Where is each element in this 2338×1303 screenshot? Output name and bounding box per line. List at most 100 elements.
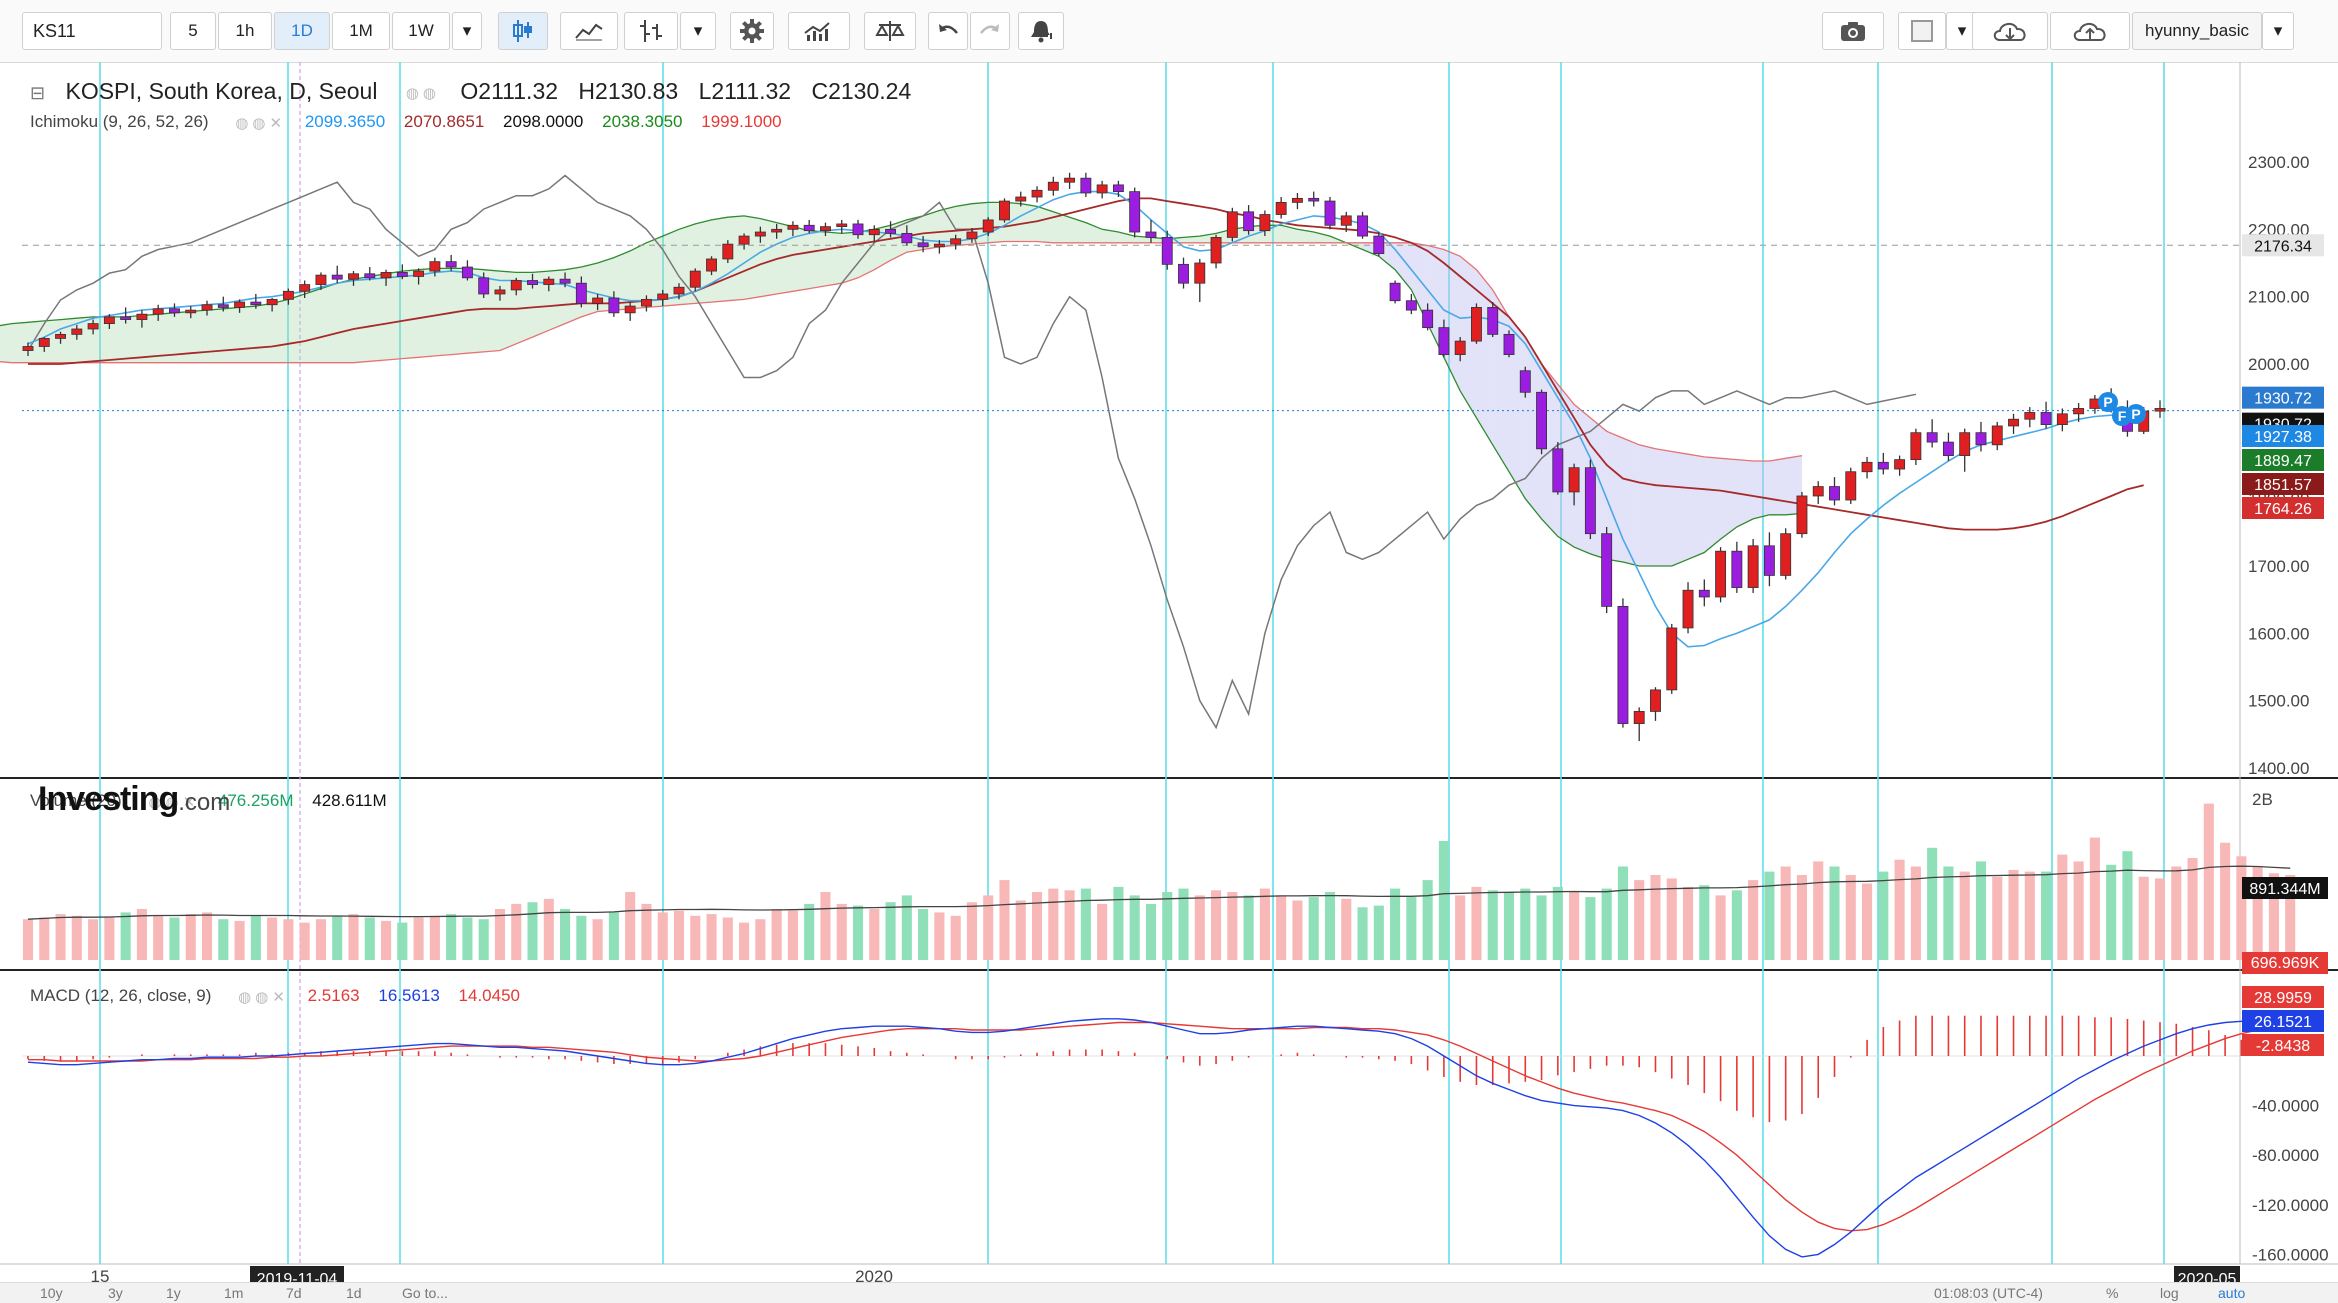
volume-bar [2024,871,2035,960]
ichimoku-chikou-value: 2098.0000 [503,112,584,131]
percent-scale-toggle[interactable]: % [2106,1285,2119,1301]
ichimoku-kijun-line [28,197,2144,531]
volume-bar [250,915,261,960]
event-marker-label: P [2131,406,2140,422]
volume-bar [1211,890,1222,960]
chart-style-dropdown[interactable]: ▾ [680,12,716,50]
range-7d-button[interactable]: 7d [286,1285,302,1301]
volume-bar [592,919,603,960]
ichimoku-cloud [630,242,647,309]
volume-bar [1845,875,1856,960]
redo-button[interactable] [970,12,1010,50]
compare-button[interactable] [864,12,916,50]
volume-bar [1178,888,1189,960]
range-1d-button[interactable]: 1d [346,1285,362,1301]
ichimoku-cloud [1704,456,1721,553]
indicator-controls-icon[interactable]: ◍◍✕ [148,793,200,811]
time-tick-label: 2020 [855,1267,893,1286]
candle-body [413,270,425,277]
bar-style-button[interactable] [624,12,678,50]
candle-body [559,278,571,284]
candle-body [2040,412,2052,426]
undo-button[interactable] [928,12,968,50]
volume-bar [332,915,343,960]
interval-5-button[interactable]: 5 [170,12,216,50]
goto-date-button[interactable]: Go to... [402,1285,448,1301]
candle-body [1682,589,1694,629]
settings-button[interactable] [730,12,774,50]
macd-signal-line [28,1021,2323,1232]
candle-body [87,323,99,330]
volume-bar [381,920,392,960]
indicators-button[interactable] [788,12,850,50]
interval-1d-button[interactable]: 1D [274,12,330,50]
volume-bar [901,895,912,960]
candle-body [1568,467,1580,493]
volume-bar [104,917,115,960]
volume-bar [185,914,196,960]
price-axis-badge-text: 1851.57 [2254,477,2312,494]
chart-area[interactable]: PFP2300.002200.002100.002000.001900.0018… [0,62,2338,1302]
candle-body [299,284,311,292]
volume-bar [55,914,66,960]
ichimoku-cloud [190,310,208,363]
interval-1w-button[interactable]: 1W [392,12,450,50]
candle-body [1731,550,1743,588]
candle-body [2154,408,2166,412]
range-10y-button[interactable]: 10y [40,1285,63,1301]
cloud-load-button[interactable] [1972,12,2048,50]
candle-body [364,273,376,279]
volume-bar [2106,864,2117,960]
candle-body [1454,340,1466,355]
candle-body [1536,391,1548,450]
candle-body [1243,211,1255,232]
collapse-icon[interactable]: ⊟ [30,83,46,103]
volume-bar [2057,854,2068,960]
candle-body [1601,533,1613,607]
volume-bar [820,892,831,960]
interval-dropdown-button[interactable]: ▾ [452,12,482,50]
volume-bar [771,909,782,960]
indicator-controls-icon[interactable]: ◍◍✕ [238,988,289,1006]
candle-body [348,273,359,280]
range-3y-button[interactable]: 3y [108,1285,123,1301]
range-1m-button[interactable]: 1m [224,1285,244,1301]
volume-bar [1927,847,1938,960]
legend-controls-icon[interactable]: ◍◍ [405,84,441,102]
candle-body [55,333,66,339]
interval-1h-button[interactable]: 1h [218,12,272,50]
clock-readout: 01:08:03 (UTC-4) [1934,1285,2043,1301]
volume-bar [1048,888,1059,960]
chart-canvas[interactable]: PFP2300.002200.002100.002000.001900.0018… [0,62,2338,1302]
volume-bar [560,909,571,960]
candle-body [1324,200,1336,226]
volume-bar [706,914,717,960]
candle-body [1291,197,1303,203]
ichimoku-cloud [158,312,175,363]
close-value: C2130.24 [811,78,912,104]
volume-bar [2041,871,2052,960]
candle-body [640,298,652,307]
template-button[interactable] [1898,12,1946,50]
alert-button[interactable] [1018,12,1064,50]
candle-body [624,305,636,314]
line-style-button[interactable] [560,12,618,50]
interval-1m-button[interactable]: 1M [332,12,390,50]
volume-bar [218,919,229,960]
candle-body [836,223,848,228]
price-tick-label: 1700.00 [2248,557,2309,576]
screenshot-button[interactable] [1822,12,1884,50]
volume-bar [2187,858,2198,960]
account-menu-button[interactable]: hyunny_basic [2132,12,2262,50]
candle-style-button[interactable] [498,12,548,50]
log-scale-toggle[interactable]: log [2160,1285,2179,1301]
range-1y-button[interactable]: 1y [166,1285,181,1301]
candle-body [1812,486,1824,497]
volume-bar [1569,892,1580,960]
cloud-save-button[interactable] [2050,12,2130,50]
ichimoku-cloud [532,271,549,338]
symbol-search-input[interactable] [22,12,162,50]
auto-scale-toggle[interactable]: auto [2218,1285,2246,1301]
indicator-controls-icon[interactable]: ◍◍✕ [235,114,287,132]
account-dropdown[interactable]: ▾ [2262,12,2294,50]
